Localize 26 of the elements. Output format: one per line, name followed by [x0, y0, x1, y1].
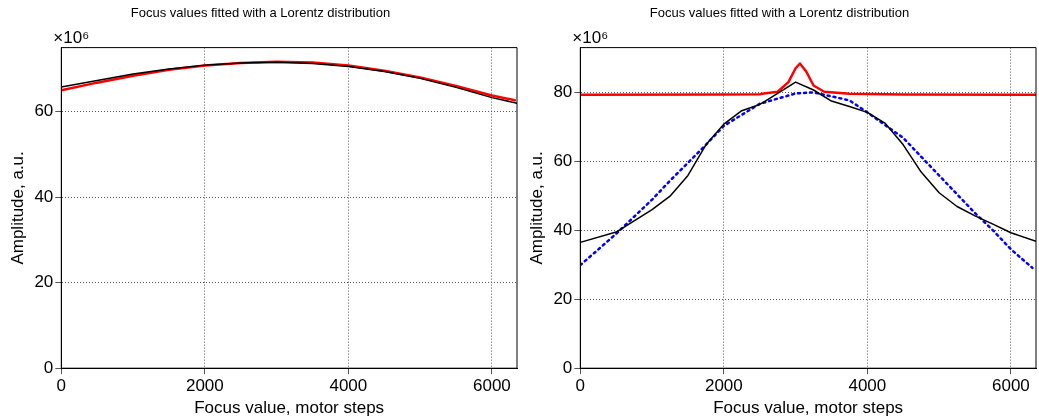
- y-tick-label: 60: [34, 101, 54, 121]
- x-tick-label: 0: [575, 376, 586, 396]
- y-tick-label: 40: [34, 186, 54, 206]
- text: ×10⁶: [53, 27, 90, 47]
- chart-title: Focus values fitted with a Lorentz distribution: [649, 5, 910, 21]
- y-tick-label: 40: [553, 220, 573, 239]
- x-tick-label: 2000: [185, 376, 224, 396]
- y-axis-title: Amplitude, a.u.: [7, 151, 27, 265]
- y-axis-title: Amplitude, a.u.: [526, 151, 546, 265]
- y-tick-label: 20: [553, 288, 573, 308]
- x-tick-label: 0: [56, 376, 67, 396]
- x-tick-label: 4000: [329, 376, 368, 396]
- x-axis-title: Focus value, motor steps: [194, 398, 385, 418]
- y-tick-label: 80: [553, 82, 573, 102]
- x-tick-label: 4000: [848, 376, 887, 396]
- y-tick-label: 60: [553, 151, 573, 171]
- x-tick-label: 6000: [991, 376, 1030, 396]
- x-tick-label: 2000: [704, 376, 743, 396]
- y-tick-label: 0: [43, 357, 54, 377]
- y-tick-label: 0: [562, 357, 573, 377]
- chart-title: Focus values fitted with a Lorentz distribution: [130, 5, 391, 21]
- text: ×10⁶: [572, 27, 609, 47]
- x-tick-label: 6000: [472, 376, 511, 396]
- x-axis-title: Focus value, motor steps: [713, 398, 904, 418]
- y-tick-label: 20: [34, 272, 54, 292]
- line-series: [580, 91, 1034, 270]
